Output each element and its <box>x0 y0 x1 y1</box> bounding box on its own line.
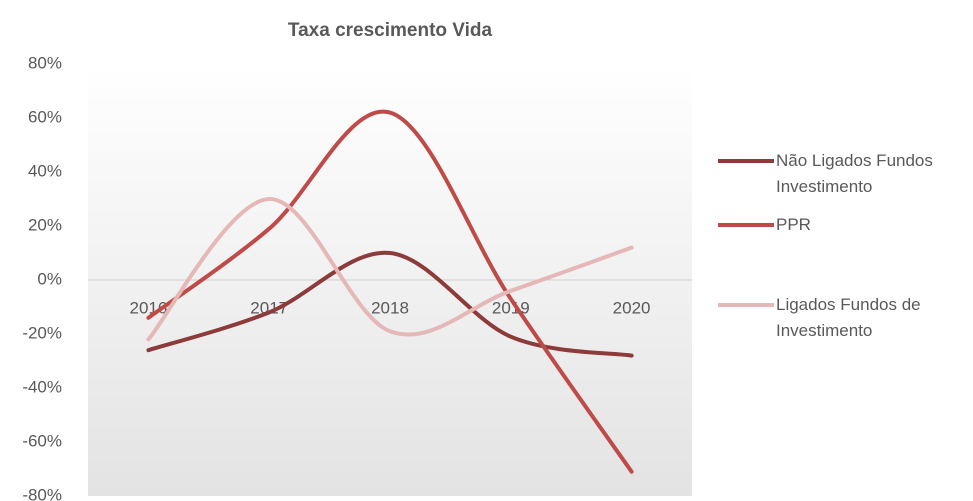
y-tick-label: 80% <box>28 53 62 72</box>
legend-label: Não Ligados Fundos Investimento <box>776 151 933 196</box>
series-line <box>146 196 634 342</box>
legend-swatch <box>718 223 774 227</box>
y-tick-label: -20% <box>22 323 62 342</box>
y-tick-label: -60% <box>22 431 62 450</box>
y-tick-label: -80% <box>22 485 62 501</box>
legend-swatch <box>718 159 774 163</box>
y-tick-label: -40% <box>22 377 62 396</box>
legend-label: PPR <box>776 215 811 234</box>
series-line <box>146 250 634 358</box>
series-line <box>146 109 634 474</box>
y-tick-label: 20% <box>28 215 62 234</box>
x-tick-label: 2020 <box>613 298 651 317</box>
y-tick-label: 0% <box>37 269 62 288</box>
chart-title: Taxa crescimento Vida <box>288 20 493 41</box>
y-tick-label: 40% <box>28 161 62 180</box>
legend-swatch <box>718 303 774 307</box>
legend-label: Ligados Fundos de Investimento <box>776 295 921 340</box>
x-tick-label: 2018 <box>371 298 409 317</box>
x-tick-label: 2017 <box>250 298 288 317</box>
y-tick-label: 60% <box>28 107 62 126</box>
